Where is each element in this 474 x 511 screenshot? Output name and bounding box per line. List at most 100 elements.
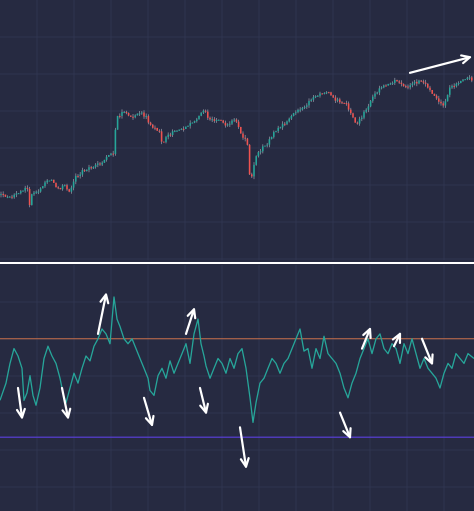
arrow-annotation-shaft: [360, 327, 372, 350]
candle-body: [44, 182, 46, 187]
candle-body: [290, 115, 293, 119]
candle-body: [314, 96, 317, 98]
arrow-annotation-head: [239, 457, 250, 468]
candle-body: [317, 95, 319, 97]
candle-body: [301, 107, 304, 110]
candle-body: [94, 164, 97, 167]
candle-body: [332, 95, 334, 98]
candle-body: [323, 92, 326, 94]
candle-body: [132, 116, 134, 118]
candle-body: [248, 144, 251, 175]
candle-body: [101, 162, 103, 165]
candle-body: [358, 118, 361, 124]
candle-body: [303, 106, 306, 108]
candle-body: [385, 85, 387, 87]
candle-body: [376, 92, 378, 94]
candle-body: [53, 179, 55, 183]
candle-body: [17, 193, 20, 195]
candle-body: [81, 170, 84, 175]
candle-body: [460, 80, 462, 84]
candle-body: [431, 89, 433, 94]
candle-body: [154, 127, 156, 129]
candle-body: [308, 100, 310, 106]
candle-body: [281, 123, 284, 128]
candle-body: [471, 77, 473, 81]
candle-body: [299, 109, 301, 111]
candle-body: [99, 163, 101, 165]
candle-body: [176, 130, 178, 132]
candle-body: [334, 97, 337, 101]
candle-body: [116, 115, 119, 130]
candle-body: [464, 79, 466, 81]
candle-body: [427, 83, 429, 88]
candle-body: [156, 127, 158, 131]
candle-body: [207, 111, 209, 118]
candle-body: [88, 167, 90, 170]
candle-body: [15, 193, 18, 195]
candle-body: [55, 182, 57, 188]
candle-body: [292, 113, 295, 116]
candle-body: [369, 100, 372, 107]
arrow-annotation-shaft: [238, 426, 248, 468]
candle-body: [319, 93, 321, 96]
candle-body: [180, 128, 183, 130]
arrow-annotation-head: [99, 293, 110, 305]
candle-body: [235, 119, 238, 122]
pane-separator[interactable]: [0, 262, 474, 264]
candle-body: [39, 188, 42, 192]
candle-body: [380, 87, 383, 89]
candle-body: [422, 81, 425, 83]
candle-body: [143, 112, 145, 117]
candle-body: [77, 175, 79, 177]
candle-body: [68, 189, 70, 192]
candle-body: [378, 88, 381, 93]
candle-body: [444, 101, 447, 106]
candle-body: [345, 103, 348, 105]
candle-body: [79, 174, 81, 177]
candle-body: [409, 85, 411, 88]
candle-body: [433, 93, 436, 96]
candle-body: [255, 156, 257, 165]
candle-body: [391, 82, 394, 84]
candle-body: [185, 126, 187, 129]
candle-body: [242, 133, 244, 138]
candle-body: [121, 112, 123, 116]
candle-body: [277, 127, 279, 132]
candle-body: [435, 95, 438, 99]
candle-body: [57, 187, 59, 189]
candle-body: [339, 99, 341, 103]
candle-body: [198, 115, 200, 120]
candle-body: [24, 187, 26, 191]
candle-body: [171, 131, 174, 136]
candle-body: [141, 112, 143, 114]
candle-body: [424, 82, 427, 84]
arrow-annotation-head: [460, 54, 472, 65]
candle-body: [310, 99, 312, 101]
candle-body: [451, 85, 453, 88]
candle-body: [112, 153, 114, 155]
candle-body: [20, 191, 22, 194]
candle-body: [165, 137, 167, 143]
arrow-annotation-head: [424, 353, 434, 365]
arrow-annotation-shaft: [338, 411, 352, 439]
candle-body: [169, 134, 172, 136]
candle-body: [383, 85, 385, 88]
candle-body: [33, 192, 35, 195]
candle-body: [211, 119, 213, 121]
arrow-annotation-shaft: [60, 386, 70, 419]
candle-body: [466, 77, 469, 80]
candle-body: [347, 103, 350, 110]
candle-body: [354, 117, 356, 123]
candle-body: [259, 151, 262, 153]
candle-body: [438, 98, 440, 102]
candle-body: [110, 153, 112, 155]
arrow-annotation-head: [199, 402, 209, 414]
arrow-annotation-head: [391, 332, 402, 344]
candle-body: [83, 170, 86, 172]
candle-body: [402, 83, 405, 87]
candle-body: [26, 187, 29, 189]
candle-body: [13, 194, 15, 198]
candle-body: [9, 196, 11, 198]
candle-body: [374, 93, 376, 97]
candle-body: [145, 116, 147, 118]
